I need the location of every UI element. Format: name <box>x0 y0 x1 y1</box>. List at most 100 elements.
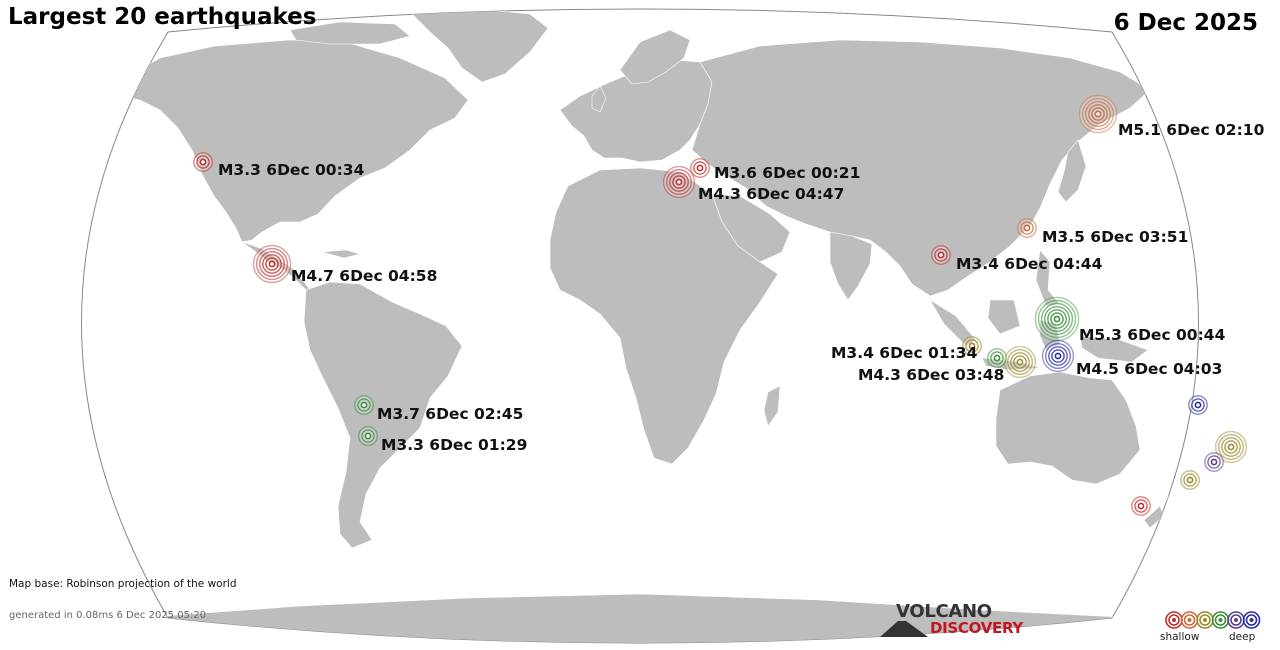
marker-ring <box>1020 221 1034 235</box>
quake-label-peru[interactable]: M3.7 6Dec 02:45 <box>377 405 524 423</box>
legend-shallow-label: shallow <box>1160 631 1200 643</box>
marker-center <box>1210 458 1218 466</box>
marker-ring <box>255 247 289 281</box>
earthquake-marker-myanmar[interactable] <box>931 245 951 265</box>
marker-ring <box>1081 97 1115 131</box>
earthquake-marker-greece[interactable] <box>662 165 696 199</box>
earthquake-marker-vanuatu[interactable] <box>1188 395 1208 415</box>
marker-ring <box>1010 352 1030 372</box>
marker-ring <box>672 175 686 189</box>
marker-ring <box>1224 440 1238 454</box>
quake-label-flores[interactable]: M4.3 6Dec 03:48 <box>858 366 1005 384</box>
marker-center <box>1094 110 1102 118</box>
depth-legend <box>1165 611 1261 629</box>
earthquake-marker-fiji[interactable] <box>1204 452 1224 472</box>
marker-center <box>993 354 1001 362</box>
quake-label-central-america[interactable]: M4.7 6Dec 04:58 <box>291 267 438 285</box>
marker-ring <box>259 250 286 277</box>
earthquake-marker-tonga[interactable] <box>1214 430 1248 464</box>
legend-ring-shallow <box>1168 614 1180 626</box>
marker-ring <box>669 172 689 192</box>
earthquake-marker-banda-sea[interactable] <box>1041 339 1075 373</box>
marker-center <box>937 251 945 259</box>
marker-center <box>1054 352 1062 360</box>
earthquake-marker-peru-bolivia[interactable] <box>354 395 374 415</box>
quake-label-java[interactable]: M3.4 6Dec 01:34 <box>831 344 978 362</box>
antarctica-landmass <box>109 593 1181 643</box>
caribbean-islands <box>321 249 361 259</box>
quake-label-greece[interactable]: M4.3 6Dec 04:47 <box>698 185 845 203</box>
india-landmass <box>829 231 873 301</box>
marker-center <box>1194 401 1202 409</box>
marker-ring <box>1217 434 1244 461</box>
marker-ring <box>1134 499 1148 513</box>
earthquake-marker-kuril-islands[interactable] <box>1078 94 1118 134</box>
marker-ring <box>1013 355 1027 369</box>
marker-ring <box>1048 346 1068 366</box>
map-title: Largest 20 earthquakes <box>8 4 317 30</box>
quake-label-turkey[interactable]: M3.6 6Dec 00:21 <box>714 164 861 182</box>
quake-label-california[interactable]: M3.3 6Dec 00:34 <box>218 161 365 179</box>
marker-center <box>360 401 368 409</box>
marker-center <box>268 260 276 268</box>
earthquake-marker-new-zealand[interactable] <box>1131 496 1151 516</box>
earthquake-marker-turkey[interactable] <box>690 158 710 178</box>
legend-dot-mid <box>1203 618 1207 622</box>
earthquake-marker-java[interactable] <box>962 336 982 356</box>
quake-label-myanmar[interactable]: M3.4 6Dec 04:44 <box>956 255 1103 273</box>
quake-label-banda[interactable]: M4.5 6Dec 04:03 <box>1076 360 1223 378</box>
japan-landmass <box>1057 139 1087 203</box>
legend-ring-deep <box>1245 614 1258 626</box>
legend-deep-label: deep <box>1229 631 1256 643</box>
marker-ring <box>965 339 979 353</box>
quake-label-sulawesi[interactable]: M5.3 6Dec 00:44 <box>1079 326 1226 344</box>
marker-center <box>968 342 976 350</box>
marker-ring <box>1044 343 1071 370</box>
africa-landmass <box>549 167 779 465</box>
marker-center <box>1137 502 1145 510</box>
marker-ring <box>1007 349 1034 376</box>
marker-ring <box>1207 455 1221 469</box>
marker-ring <box>666 168 693 195</box>
marker-ring <box>1088 104 1108 124</box>
marker-ring <box>1191 398 1205 412</box>
legend-dot-intermediate <box>1218 618 1223 622</box>
earthquake-marker-kermadec[interactable] <box>1180 470 1200 490</box>
earthquake-marker-timor[interactable] <box>987 348 1007 368</box>
legend-ring-deep_mid <box>1230 614 1242 626</box>
quake-label-chile[interactable]: M3.3 6Dec 01:29 <box>381 436 528 454</box>
volcanodiscovery-logo[interactable]: VOLCANO DISCOVERY <box>880 601 1040 639</box>
marker-ring <box>196 155 210 169</box>
marker-center <box>1053 315 1061 323</box>
marker-center <box>1227 443 1235 451</box>
map-date: 6 Dec 2025 <box>1113 10 1258 36</box>
logo-volcano-text: VOLCANO <box>896 601 992 622</box>
quake-label-taiwan[interactable]: M3.5 6Dec 03:51 <box>1042 228 1189 246</box>
marker-center <box>1016 358 1024 366</box>
marker-ring <box>1183 473 1197 487</box>
marker-ring <box>693 161 707 175</box>
greenland-landmass <box>409 9 549 83</box>
marker-ring <box>1051 349 1065 363</box>
earthquake-marker-sulawesi[interactable] <box>1034 296 1080 342</box>
south-america-landmass <box>303 281 463 549</box>
quake-label-kuril[interactable]: M5.1 6Dec 02:10 <box>1118 121 1265 139</box>
legend-ring-intermediate <box>1214 614 1227 626</box>
marker-ring <box>265 257 279 271</box>
earthquake-marker-taiwan[interactable] <box>1017 218 1037 238</box>
earthquake-marker-central-america[interactable] <box>252 244 292 284</box>
arctic-islands-landmass <box>289 21 411 45</box>
earthquake-marker-chile[interactable] <box>358 426 378 446</box>
legend-dot-deep_mid <box>1234 618 1238 622</box>
logo-discovery-text: DISCOVERY <box>930 619 1023 637</box>
madagascar-landmass <box>763 385 781 427</box>
marker-ring <box>1047 309 1067 329</box>
earthquake-marker-california[interactable] <box>193 152 213 172</box>
legend-dot-shallow <box>1172 618 1176 622</box>
legend-dot-deep <box>1249 618 1254 622</box>
earthquake-marker-flores-sea[interactable] <box>1003 345 1037 379</box>
marker-ring <box>1037 299 1077 339</box>
marker-ring <box>1091 107 1105 121</box>
marker-ring <box>357 398 371 412</box>
